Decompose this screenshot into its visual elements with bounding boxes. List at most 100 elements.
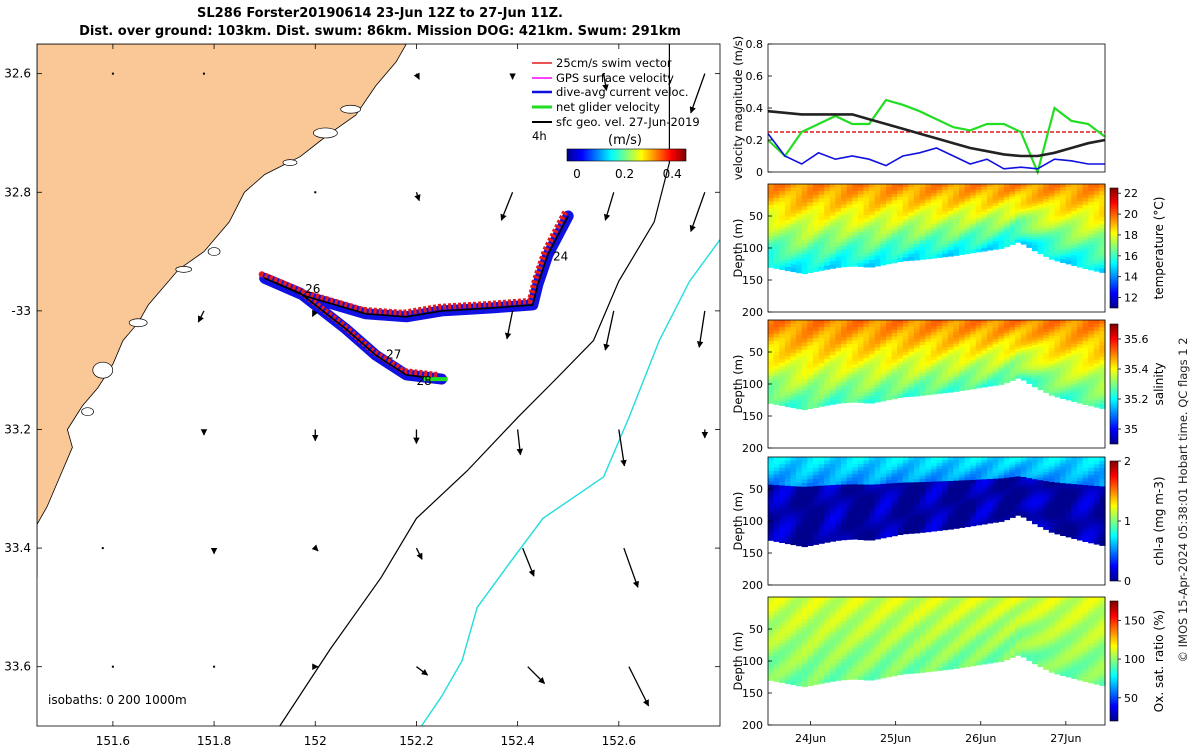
svg-text:net glider velocity: net glider velocity (556, 100, 660, 114)
lake-2 (282, 159, 298, 166)
map-y-tick-label: -33 (11, 304, 31, 318)
track-label: 27 (386, 347, 401, 361)
velocity-y-tick: 0.4 (746, 102, 764, 115)
section-heatmap-temperature (768, 184, 1106, 275)
track-label: 24 (553, 249, 568, 263)
section-colorbar-tick: 1 (1124, 515, 1131, 528)
velocity-y-tick: 0.8 (746, 38, 764, 51)
velocity-y-tick: 0.6 (746, 70, 764, 83)
map-y-tick-label: 33.4 (4, 541, 31, 555)
section-colorbar-tick: 35.6 (1124, 333, 1149, 346)
geo-arrow (603, 310, 615, 351)
colorbar-unit-label: (m/s) (608, 133, 642, 148)
velocity-series-current (767, 133, 1105, 170)
geo-arrow (311, 544, 319, 552)
geo-arrow (696, 310, 706, 348)
lake-0 (340, 104, 362, 114)
map-frame (36, 43, 721, 727)
legend-swim-vector: 25cm/s swim vector (532, 56, 672, 70)
section-colorbar-label: chl-a (mg m-3) (1152, 476, 1166, 565)
section-colorbar-tick: 18 (1124, 229, 1138, 242)
geo-arrow (689, 73, 706, 114)
section-y-tick: 200 (742, 719, 763, 732)
section-y-label: Depth (m) (731, 632, 745, 691)
section-y-tick: 150 (742, 687, 763, 700)
svg-text:GPS surface velocity: GPS surface velocity (556, 71, 674, 85)
map-y-tick-label: 32.6 (4, 67, 31, 81)
map-legend: 25cm/s swim vector GPS surface velocity … (532, 56, 700, 181)
section-colorbar (1109, 600, 1119, 722)
section-y-tick: 150 (742, 274, 763, 287)
track-day-labels: 24 26 27 28 (305, 249, 568, 388)
lake-1 (313, 127, 338, 139)
section-colorbar-tick: 50 (1124, 692, 1138, 705)
velocity-y-tick: 0.2 (746, 134, 764, 147)
section-y-tick: 50 (749, 483, 763, 496)
svg-text:dive-avg current veloc.: dive-avg current veloc. (556, 85, 689, 99)
geo-arrow (618, 429, 627, 467)
time-tick-label: 25Jun (880, 732, 911, 745)
glider-track (258, 210, 574, 385)
section-colorbar-label: temperature (°C) (1152, 197, 1166, 300)
section-heatmap-salinity (768, 320, 1106, 411)
section-panel-salinity: 50 100 150 200 Depth (m) 35 35.2 35.4 35.6 salini… (731, 319, 1166, 455)
geo-arrow (213, 665, 216, 668)
geo-arrow (504, 310, 514, 340)
land-area (37, 44, 407, 578)
section-panel-oxygen: 50 100 150 200 Depth (m) 50 100 150 Ox. sat. rat… (731, 596, 1166, 732)
map-x-tick-label: 151.8 (197, 734, 231, 748)
geo-arrow (602, 73, 609, 92)
geo-arrow (202, 72, 205, 75)
geo-arrow (111, 72, 114, 75)
map-panel: 24 26 27 28 151.6 151.8 152 152.2 152.4 152.6 32… (4, 43, 721, 748)
map-x-tick-label: 152 (304, 734, 327, 748)
time-axis: 24Jun 25Jun 26Jun 27Jun (795, 721, 1081, 745)
section-y-tick: 200 (742, 306, 763, 319)
section-colorbar-tick: 14 (1124, 271, 1138, 284)
section-y-tick: 50 (749, 623, 763, 636)
geo-arrow (527, 666, 546, 684)
map-y-tick-label: 33.2 (4, 422, 31, 436)
geo-arrow (416, 666, 429, 676)
section-colorbar-tick: 22 (1124, 187, 1138, 200)
credit-line: © IMOS 15-Apr-2024 05:38:01 Hobart time.… (1176, 337, 1190, 663)
section-y-label: Depth (m) (731, 492, 745, 551)
section-panel-temperature: 50 100 150 200 Depth (m) 12 14 16 18 20 22 temperat… (731, 183, 1166, 319)
isobath-1000m (420, 239, 720, 726)
section-y-tick: 150 (742, 547, 763, 560)
lake-6 (92, 361, 114, 379)
lake-4 (175, 266, 193, 273)
isobaths-label: isobaths: 0 200 1000m (48, 693, 187, 707)
velocity-y-label: velocity magnitude (m/s) (731, 36, 745, 181)
velocity-y-axis: 0 0.2 0.4 0.6 0.8 (746, 38, 772, 179)
geo-arrow (628, 666, 650, 707)
time-tick-label: 26Jun (965, 732, 996, 745)
track-label: 28 (416, 374, 431, 388)
map-y-axis: 32.6 32.8 -33 33.2 33.4 33.6 (4, 67, 720, 674)
track-line (263, 215, 569, 380)
legend-current-velocity: dive-avg current veloc. (532, 85, 689, 99)
section-colorbar-tick: 12 (1124, 292, 1138, 305)
section-colorbar-tick: 150 (1124, 614, 1145, 627)
section-colorbar-tick: 16 (1124, 250, 1138, 263)
map-x-axis: 151.6 151.8 152 152.2 152.4 152.6 (96, 44, 636, 748)
section-y-tick: 50 (749, 210, 763, 223)
section-heatmap-chla (768, 457, 1106, 548)
legend-geo-velocity: sfc geo. vel. 27-Jun-2019 (532, 115, 700, 129)
velocity-series-net (767, 98, 1106, 176)
legend-net-velocity: net glider velocity (532, 100, 660, 114)
time-tick-label: 27Jun (1050, 732, 1081, 745)
section-colorbar-tick: 35.4 (1124, 363, 1149, 376)
section-colorbar-label: salinity (1152, 362, 1166, 405)
figure-title: SL286 Forster20190614 23-Jun 12Z to 27-J… (197, 6, 563, 21)
swim-vector-band (258, 210, 568, 379)
section-colorbar-tick: 100 (1124, 653, 1145, 666)
geo-arrow (516, 429, 524, 456)
track-label: 26 (305, 282, 320, 296)
isobath-200m (279, 44, 670, 726)
section-heatmap-oxygen (768, 597, 1106, 688)
section-colorbar-tick: 2 (1124, 455, 1131, 468)
figure-subtitle: Dist. over ground: 103km. Dist. swum: 86… (79, 24, 681, 39)
section-y-tick: 100 (742, 655, 763, 668)
